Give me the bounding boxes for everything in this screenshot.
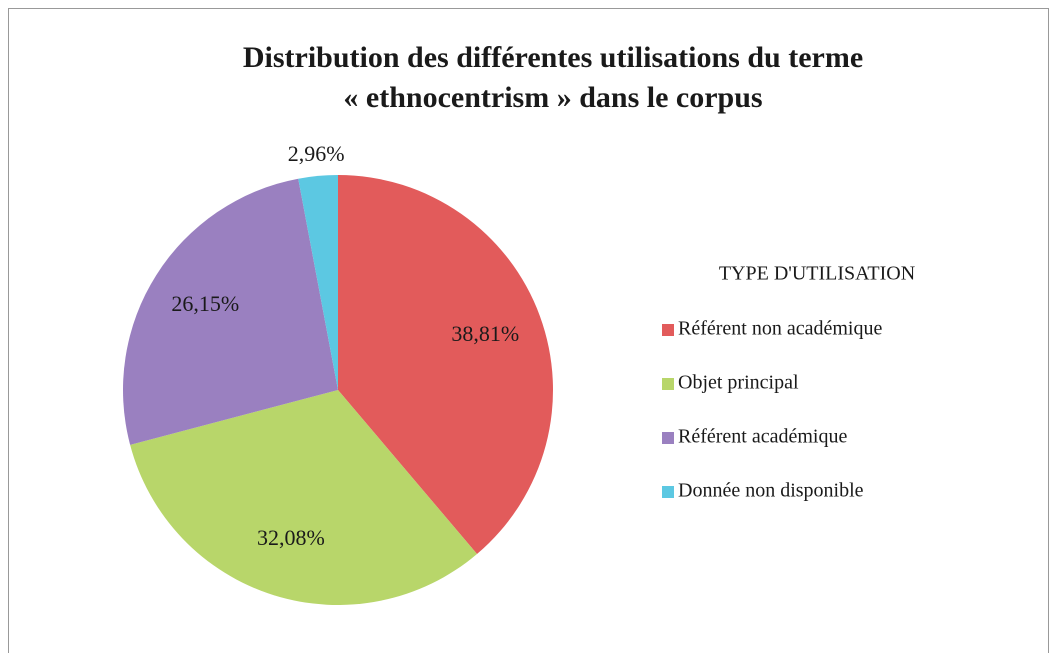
chart-title: Distribution des différentes utilisation… [243, 41, 863, 74]
legend-swatch [662, 432, 674, 444]
data-label: 2,96% [288, 141, 345, 166]
pie-slice [298, 175, 338, 390]
pie-slice [130, 390, 478, 605]
legend-swatch [662, 378, 674, 390]
legend-swatch [662, 486, 674, 498]
data-label: 32,08% [257, 525, 325, 550]
pie-slice [338, 175, 553, 555]
data-label: 38,81% [451, 321, 519, 346]
legend-label: Référent académique [678, 426, 847, 448]
chart-frame [8, 8, 1049, 653]
pie-slice [123, 178, 338, 445]
chart-title: « ethnocentrism » dans le corpus [343, 81, 762, 114]
data-label: 26,15% [171, 291, 239, 316]
legend-title: TYPE D'UTILISATION [719, 263, 915, 285]
legend-label: Référent non académique [678, 318, 882, 340]
legend-swatch [662, 324, 674, 336]
legend-label: Donnée non disponible [678, 480, 864, 502]
legend-label: Objet principal [678, 372, 799, 394]
